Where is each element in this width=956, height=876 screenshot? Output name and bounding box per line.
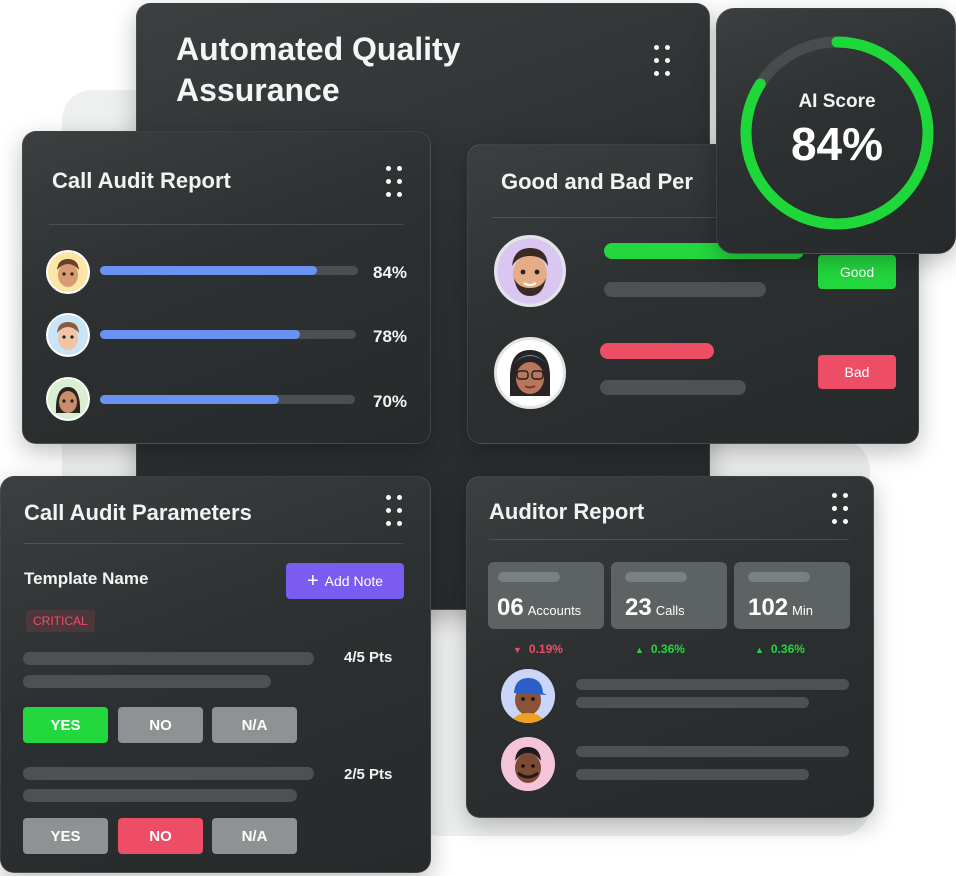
trend-value: 0.19%	[528, 642, 563, 656]
points-text: 4/5 Pts	[344, 649, 393, 666]
avatar	[494, 337, 566, 409]
score-bar-track	[100, 395, 355, 404]
more-vertical-icon[interactable]	[654, 45, 674, 77]
auditor-report-title: Auditor Report	[489, 499, 645, 524]
more-vertical-icon[interactable]	[386, 495, 406, 527]
placeholder-line	[600, 380, 746, 395]
placeholder-line	[23, 675, 271, 688]
call-audit-parameters-card: Call Audit Parameters Template Name + Ad…	[0, 476, 431, 873]
placeholder-line	[748, 572, 810, 582]
placeholder-line	[576, 769, 809, 780]
avatar	[494, 235, 566, 307]
call-audit-report-title: Call Audit Report	[52, 168, 231, 193]
trend-value: 0.36%	[650, 642, 685, 656]
score-bar-fill	[100, 330, 300, 339]
auditor-report-card: Auditor Report 06 Accounts 23 Calls 102 Min…	[466, 476, 874, 818]
placeholder-line	[604, 282, 766, 297]
ai-score-label: AI Score	[798, 91, 876, 112]
more-vertical-icon[interactable]	[832, 493, 852, 525]
stat-calls: 23 Calls	[611, 562, 727, 629]
main-title-line1: Automated Quality	[176, 31, 461, 67]
score-bar-fill	[100, 266, 317, 275]
stat-unit: Min	[792, 603, 813, 618]
template-name-label: Template Name	[24, 569, 149, 588]
divider	[489, 539, 849, 540]
ai-score-value: 84%	[790, 118, 884, 170]
score-bar-track	[100, 330, 356, 339]
bad-bar	[600, 343, 714, 359]
placeholder-line	[576, 697, 809, 708]
divider	[23, 543, 403, 544]
placeholder-line	[576, 679, 849, 690]
good-badge: Good	[818, 255, 896, 289]
no-button[interactable]: NO	[118, 707, 203, 743]
main-title-line2: Assurance	[176, 72, 340, 108]
caret-up-icon: ▲	[635, 645, 644, 655]
na-button[interactable]: N/A	[212, 707, 297, 743]
placeholder-line	[625, 572, 687, 582]
add-note-button[interactable]: + Add Note	[286, 563, 404, 599]
avatar	[46, 250, 90, 294]
bad-badge: Bad	[818, 355, 896, 389]
divider	[49, 224, 404, 225]
stat-minutes: 102 Min	[734, 562, 850, 629]
avatar	[501, 669, 555, 723]
trend-calls: ▲ 0.36%	[635, 642, 685, 656]
more-vertical-icon[interactable]	[386, 166, 406, 198]
score-bar-track	[100, 266, 358, 275]
trend-accounts: ▼ 0.19%	[513, 642, 563, 656]
score-percent: 78%	[373, 327, 408, 346]
critical-badge: CRITICAL	[26, 610, 95, 632]
caret-down-icon: ▼	[513, 645, 522, 655]
points-text: 2/5 Pts	[344, 766, 393, 783]
avatar	[46, 313, 90, 357]
plus-icon: +	[306, 570, 319, 592]
no-button[interactable]: NO	[118, 818, 203, 854]
yes-button[interactable]: YES	[23, 707, 108, 743]
caret-up-icon: ▲	[755, 645, 764, 655]
score-percent: 70%	[373, 392, 408, 411]
placeholder-line	[23, 789, 297, 802]
placeholder-line	[576, 746, 849, 757]
add-note-label: Add Note	[324, 573, 384, 589]
placeholder-line	[23, 767, 314, 780]
stat-unit: Calls	[655, 603, 685, 618]
divider	[492, 217, 892, 218]
trend-value: 0.36%	[770, 642, 805, 656]
avatar	[501, 737, 555, 791]
ai-score-card: AI Score 84%	[716, 8, 956, 254]
stat-value: 23	[625, 594, 652, 621]
yes-button[interactable]: YES	[23, 818, 108, 854]
call-audit-report-card: Call Audit Report 84% 78% 70%	[22, 131, 431, 444]
avatar	[46, 377, 90, 421]
stat-value: 102	[748, 594, 789, 621]
placeholder-line	[498, 572, 560, 582]
stat-accounts: 06 Accounts	[488, 562, 604, 629]
ai-score-ring	[740, 36, 934, 230]
score-percent: 84%	[373, 263, 408, 282]
stat-value: 06	[497, 594, 524, 621]
placeholder-line	[23, 652, 314, 665]
call-audit-parameters-title: Call Audit Parameters	[24, 500, 252, 525]
trend-minutes: ▲ 0.36%	[755, 642, 805, 656]
na-button[interactable]: N/A	[212, 818, 297, 854]
stat-unit: Accounts	[527, 603, 582, 618]
good-bad-title: Good and Bad Per	[501, 169, 693, 194]
score-bar-fill	[100, 395, 279, 404]
